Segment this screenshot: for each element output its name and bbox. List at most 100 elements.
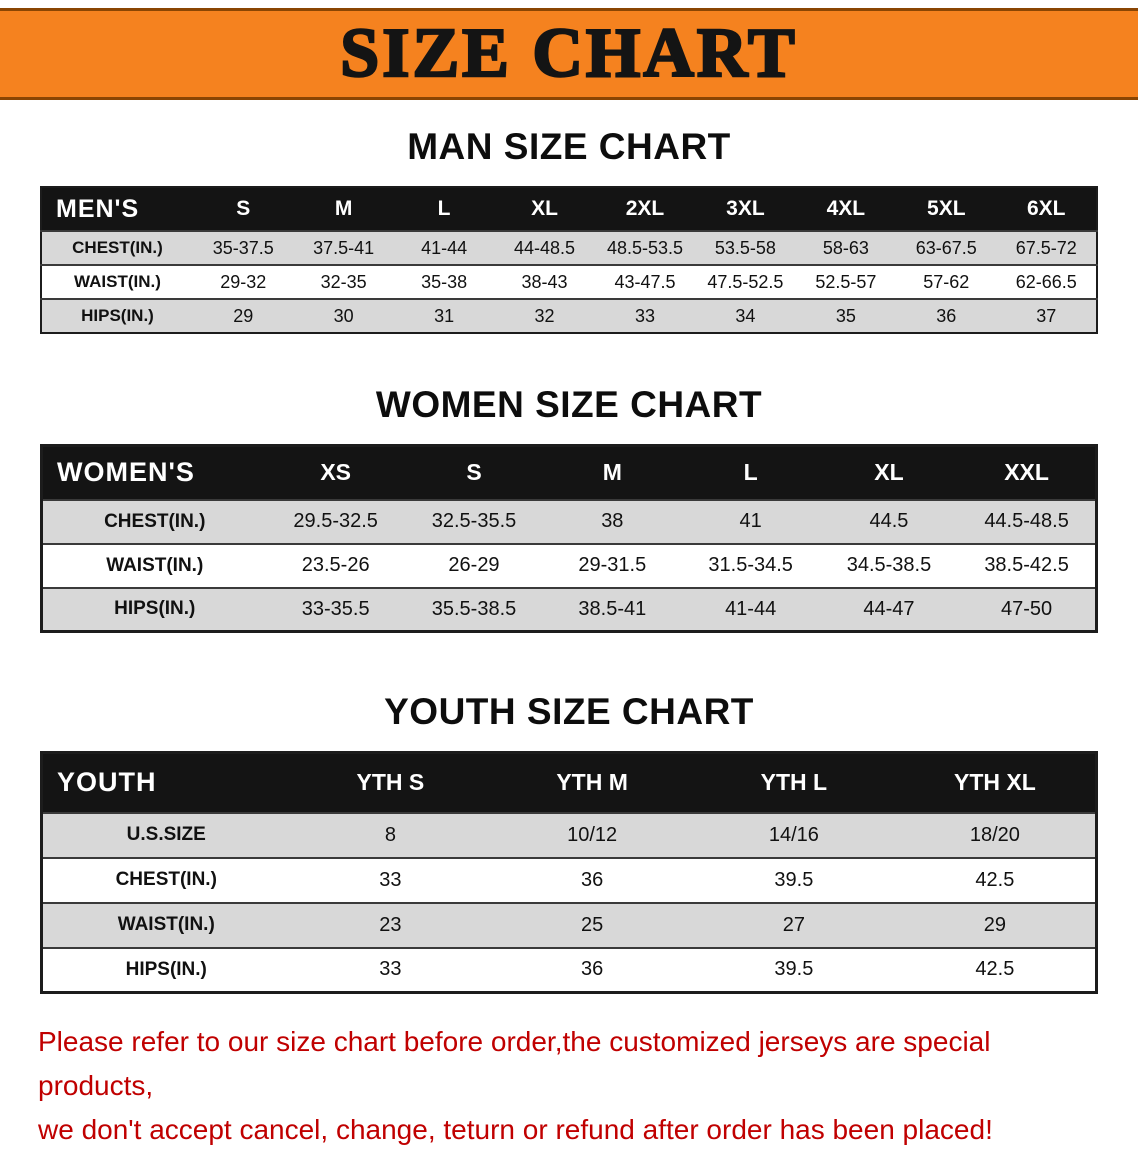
women-size-col: M [543, 445, 682, 500]
table-cell: 62-66.5 [1015, 271, 1077, 292]
table-cell: 38 [601, 510, 624, 532]
youth-table-label: YOUTH [41, 752, 290, 813]
table-cell: 23.5-26 [301, 554, 370, 576]
table-cell: 53.5-58 [714, 237, 776, 258]
table-cell: 36 [581, 868, 604, 891]
men-size-col: M [293, 187, 394, 231]
banner-title: SIZE CHART [339, 15, 798, 92]
men-chest-row: CHEST(IN.) 35-37.5 37.5-41 41-44 44-48.5… [41, 231, 1097, 265]
table-cell: 32 [534, 305, 555, 326]
men-header-row: MEN'S S M L XL 2XL 3XL 4XL 5XL 6XL [41, 187, 1097, 231]
table-cell: 27 [782, 913, 805, 936]
youth-section-title: YOUTH SIZE CHART [384, 691, 754, 732]
disclaimer-line-2: we don't accept cancel, change, teturn o… [38, 1114, 993, 1145]
table-cell: 34 [735, 305, 756, 326]
table-cell: 33-35.5 [301, 597, 370, 620]
table-cell: 29-31.5 [578, 554, 647, 576]
table-cell: 35.5-38.5 [431, 597, 517, 620]
banner: SIZE CHART [0, 8, 1138, 100]
table-cell: 38-43 [521, 271, 568, 292]
men-hips-row: HIPS(IN.) 29 30 31 32 33 34 35 36 37 [41, 299, 1097, 333]
men-size-col: 5XL [896, 187, 997, 231]
table-cell: 39.5 [774, 868, 814, 891]
women-size-col: XXL [958, 445, 1097, 500]
men-size-col: 6XL [996, 187, 1097, 231]
table-cell: 38.5-41 [578, 597, 647, 620]
men-size-col: XL [494, 187, 595, 231]
women-size-col: L [681, 445, 820, 500]
table-cell: 34.5-38.5 [846, 554, 932, 576]
table-cell: 63-67.5 [915, 237, 977, 258]
youth-size-col: YTH S [289, 752, 492, 813]
men-section-title: MAN SIZE CHART [407, 126, 731, 167]
table-cell: 10/12 [567, 823, 618, 846]
table-cell: 57-62 [923, 271, 970, 292]
table-cell: 44-47 [863, 597, 915, 620]
youth-header-row: YOUTH YTH S YTH M YTH L YTH XL [41, 752, 1097, 813]
table-cell: 35-38 [421, 271, 468, 292]
table-cell: 32.5-35.5 [431, 510, 517, 532]
women-section-title: WOMEN SIZE CHART [375, 384, 763, 425]
table-cell: 26-29 [448, 554, 500, 576]
row-label: CHEST(IN.) [72, 238, 163, 257]
table-cell: 30 [333, 305, 354, 326]
women-hips-row: HIPS(IN.) 33-35.5 35.5-38.5 38.5-41 41-4… [41, 587, 1097, 632]
table-cell: 47-50 [1000, 597, 1053, 620]
table-cell: 29 [233, 305, 254, 326]
table-cell: 42.5 [975, 958, 1015, 981]
table-cell: 37 [1036, 305, 1057, 326]
men-size-col: S [193, 187, 294, 231]
row-label: HIPS(IN.) [114, 598, 196, 620]
women-size-table: WOMEN'S XS S M L XL XXL CHEST(IN.) 29.5-… [40, 444, 1098, 633]
table-cell: 29-32 [220, 271, 267, 292]
men-size-col: 2XL [594, 187, 696, 231]
youth-size-table: YOUTH YTH S YTH M YTH L YTH XL U.S.SIZE … [40, 751, 1098, 994]
youth-size-col: YTH M [491, 752, 693, 813]
table-cell: 18/20 [969, 823, 1020, 846]
disclaimer: Please refer to our size chart before or… [38, 1020, 1110, 1152]
table-cell: 25 [581, 913, 604, 936]
table-cell: 35 [835, 305, 856, 326]
men-waist-row: WAIST(IN.) 29-32 32-35 35-38 38-43 43-47… [41, 265, 1097, 299]
women-table-label: WOMEN'S [41, 445, 267, 500]
table-cell: 38.5-42.5 [984, 554, 1069, 576]
table-cell: 41 [739, 510, 762, 532]
row-label: WAIST(IN.) [106, 554, 204, 576]
row-label: HIPS(IN.) [81, 306, 154, 325]
youth-waist-row: WAIST(IN.) 23 25 27 29 [41, 902, 1097, 948]
youth-hips-row: HIPS(IN.) 33 36 39.5 42.5 [41, 947, 1097, 993]
youth-size-col: YTH XL [894, 752, 1097, 813]
table-cell: 8 [384, 823, 396, 846]
women-size-col: XL [819, 445, 959, 500]
row-label: HIPS(IN.) [125, 958, 207, 980]
table-cell: 52.5-57 [815, 271, 877, 292]
table-cell: 44.5-48.5 [984, 510, 1069, 532]
women-size-col: XS [266, 445, 405, 500]
women-chest-row: CHEST(IN.) 29.5-32.5 32.5-35.5 38 41 44.… [41, 499, 1097, 544]
table-cell: 41-44 [725, 597, 777, 620]
table-cell: 31 [434, 305, 455, 326]
men-size-col: 4XL [795, 187, 897, 231]
table-cell: 48.5-53.5 [606, 237, 683, 258]
table-cell: 33 [634, 305, 655, 326]
table-cell: 41-44 [421, 237, 468, 258]
table-cell: 33 [379, 868, 402, 891]
table-cell: 35-37.5 [212, 237, 274, 258]
table-cell: 42.5 [975, 868, 1015, 891]
table-cell: 36 [581, 958, 604, 981]
table-cell: 14/16 [768, 823, 819, 846]
youth-ussize-row: U.S.SIZE 8 10/12 14/16 18/20 [41, 812, 1097, 858]
table-cell: 47.5-52.5 [707, 271, 784, 292]
table-cell: 43-47.5 [614, 271, 676, 292]
table-cell: 36 [936, 305, 957, 326]
table-cell: 44-48.5 [514, 237, 576, 258]
men-table-label: MEN'S [41, 187, 193, 231]
row-label: CHEST(IN.) [104, 510, 206, 532]
table-cell: 23 [379, 913, 402, 936]
disclaimer-line-1: Please refer to our size chart before or… [38, 1026, 991, 1101]
youth-chest-row: CHEST(IN.) 33 36 39.5 42.5 [41, 857, 1097, 903]
table-cell: 37.5-41 [313, 237, 375, 258]
men-size-col: L [393, 187, 495, 231]
women-waist-row: WAIST(IN.) 23.5-26 26-29 29-31.5 31.5-34… [41, 543, 1097, 588]
